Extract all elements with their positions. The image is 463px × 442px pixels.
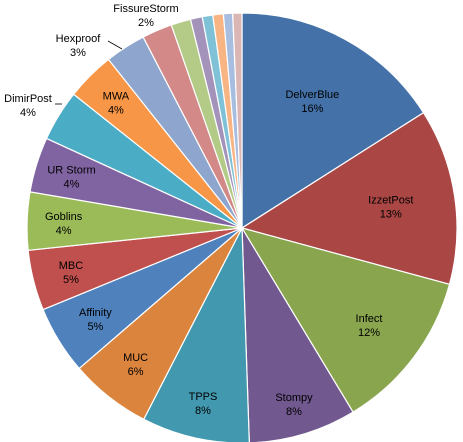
slice-label-mwa: MWA [103, 91, 130, 103]
pie-slice-izzetpost [240, 111, 458, 286]
slice-percent-mwa: 4% [108, 105, 124, 117]
slice-label-dimirpost: DimirPost [4, 93, 52, 105]
slice-percent-delverblue: 16% [301, 103, 323, 115]
slice-label-muc: MUC [123, 352, 148, 364]
pie-slice-tpps [142, 225, 250, 442]
slice-percent-infect: 12% [358, 327, 380, 339]
pie-slice-delverblue [241, 12, 425, 230]
slice-label-hexproof: Hexproof [56, 33, 102, 45]
slice-label-ur-storm: UR Storm [47, 164, 95, 176]
slice-label-goblins: Goblins [45, 211, 83, 223]
pie-slice-stompy [241, 225, 354, 442]
slice-label-delverblue: DelverBlue [285, 89, 339, 101]
pie-slice-other-19 [232, 12, 243, 229]
slice-label-tpps: TPPS [189, 391, 218, 403]
slice-percent-goblins: 4% [56, 225, 72, 237]
slice-label-affinity: Affinity [79, 307, 112, 319]
leader-line-hexproof [107, 40, 123, 50]
slice-label-fissurestorm: FissureStorm [113, 3, 178, 15]
slice-percent-izzetpost: 13% [380, 208, 402, 220]
slice-percent-ur-storm: 4% [64, 178, 80, 190]
slice-label-stompy: Stompy [275, 392, 313, 404]
slice-label-izzetpost: IzzetPost [368, 194, 413, 206]
slice-percent-hexproof: 3% [70, 47, 86, 59]
slice-percent-affinity: 5% [87, 321, 103, 333]
slice-percent-mbc: 5% [63, 274, 79, 286]
slice-percent-fissurestorm: 2% [138, 17, 154, 29]
slice-percent-tpps: 8% [195, 405, 211, 417]
slice-percent-stompy: 8% [286, 406, 302, 418]
pie-slices [26, 12, 458, 442]
slice-label-mbc: MBC [59, 260, 84, 272]
slice-percent-dimirpost: 4% [20, 107, 36, 119]
slice-label-infect: Infect [356, 313, 383, 325]
slice-percent-muc: 6% [128, 366, 144, 378]
slice-labels: DelverBlue 16% IzzetPost 13% Infect 12% Stompy… [4, 3, 413, 418]
leader-lines [55, 40, 123, 105]
pie-slice-infect [240, 227, 451, 413]
